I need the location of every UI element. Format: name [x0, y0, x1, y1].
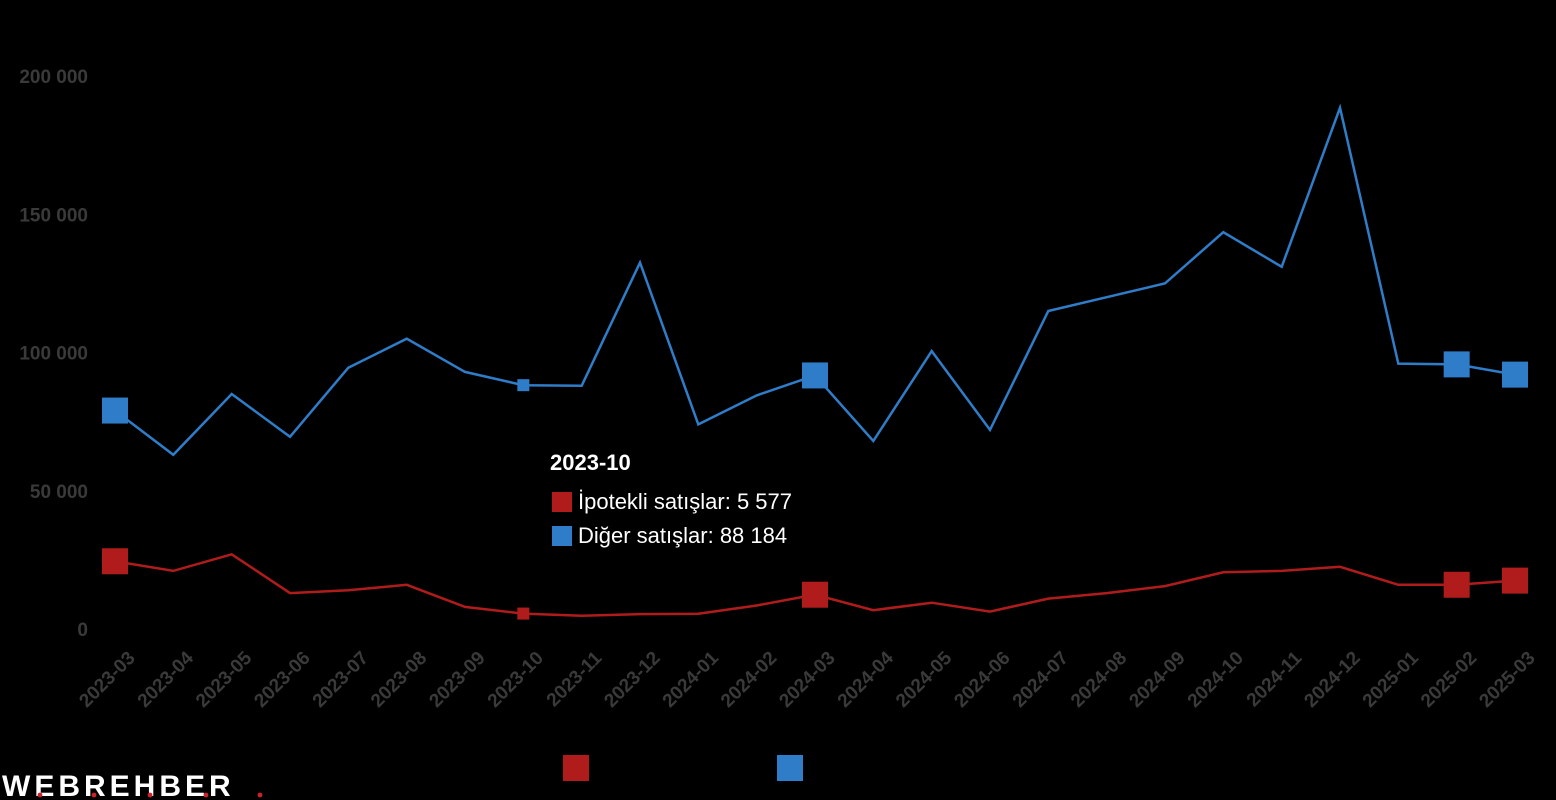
tooltip-label-other: Diğer satışlar: 88 184: [578, 523, 788, 548]
x-tick-label: 2024-11: [1243, 647, 1307, 711]
x-tick-label: 2023-10: [484, 648, 548, 712]
x-tick-label: 2023-09: [425, 648, 489, 712]
x-tick-label: 2024-04: [834, 647, 898, 711]
x-tick-label: 2023-08: [367, 648, 431, 712]
data-point-marker[interactable]: [1502, 567, 1528, 594]
x-tick-label: 2024-10: [1184, 648, 1248, 712]
hover-point-marker[interactable]: [517, 379, 530, 392]
x-tick-label: 2023-07: [309, 648, 373, 712]
logo-text: WEBREHBER: [2, 770, 235, 800]
tooltip-swatch-mortgage: [552, 492, 572, 512]
y-tick-label: 50 000: [30, 482, 88, 503]
data-point-marker[interactable]: [1502, 361, 1528, 388]
legend-swatch-mortgage[interactable]: [563, 755, 589, 781]
y-tick-label: 200 000: [19, 67, 88, 88]
tooltip-swatch-other: [552, 526, 572, 546]
x-tick-label: 2023-06: [250, 648, 314, 712]
tooltip-label-mortgage: İpotekli satışlar: 5 577: [578, 489, 793, 514]
data-point-marker[interactable]: [102, 548, 128, 575]
legend-swatch-other[interactable]: [777, 755, 803, 781]
y-tick-label: 0: [77, 620, 88, 641]
tooltip-row-mortgage: İpotekli satışlar: 5 577: [552, 489, 793, 514]
data-point-marker[interactable]: [102, 397, 128, 424]
y-tick-label: 150 000: [19, 205, 88, 226]
data-point-marker[interactable]: [802, 362, 828, 389]
tooltip-row-other: Diğer satışlar: 88 184: [552, 523, 788, 548]
x-tick-label: 2025-03: [1475, 648, 1539, 712]
x-tick-label: 2023-03: [75, 648, 139, 712]
x-tick-label: 2024-05: [892, 647, 956, 711]
x-tick-label: 2024-06: [950, 648, 1014, 712]
x-tick-label: 2023-12: [600, 648, 664, 712]
data-point-marker[interactable]: [1443, 571, 1470, 598]
x-tick-label: 2024-01: [659, 647, 723, 711]
data-point-marker[interactable]: [1443, 351, 1470, 378]
x-tick-label: 2023-05: [192, 647, 256, 711]
x-tick-label: 2024-08: [1067, 648, 1131, 712]
x-tick-label: 2023-11: [543, 647, 607, 711]
x-tick-label: 2025-02: [1417, 648, 1481, 712]
x-tick-label: 2023-04: [134, 647, 198, 711]
hover-point-marker[interactable]: [517, 607, 530, 620]
series-line-1: [114, 103, 1516, 457]
x-tick-label: 2024-03: [775, 648, 839, 712]
y-axis-ticks: 0 50 000 100 000 150 000 200 000: [19, 67, 88, 641]
x-axis-ticks: 2023-032023-042023-052023-062023-072023-…: [75, 647, 1539, 711]
tooltip-title: 2023-10: [550, 450, 631, 475]
x-tick-label: 2024-12: [1300, 648, 1364, 712]
series-markers[interactable]: [102, 351, 1528, 620]
x-tick-label: 2024-07: [1009, 648, 1073, 712]
tooltip: 2023-10 İpotekli satışlar: 5 577 Diğer s…: [538, 440, 838, 558]
x-tick-label: 2025-01: [1359, 647, 1423, 711]
webrehber-logo: WEBREHBER: [2, 770, 263, 800]
y-tick-label: 100 000: [19, 344, 88, 365]
x-tick-label: 2024-02: [717, 648, 781, 712]
x-tick-label: 2024-09: [1125, 648, 1189, 712]
data-point-marker[interactable]: [802, 581, 828, 608]
logo-dots: [37, 792, 263, 798]
